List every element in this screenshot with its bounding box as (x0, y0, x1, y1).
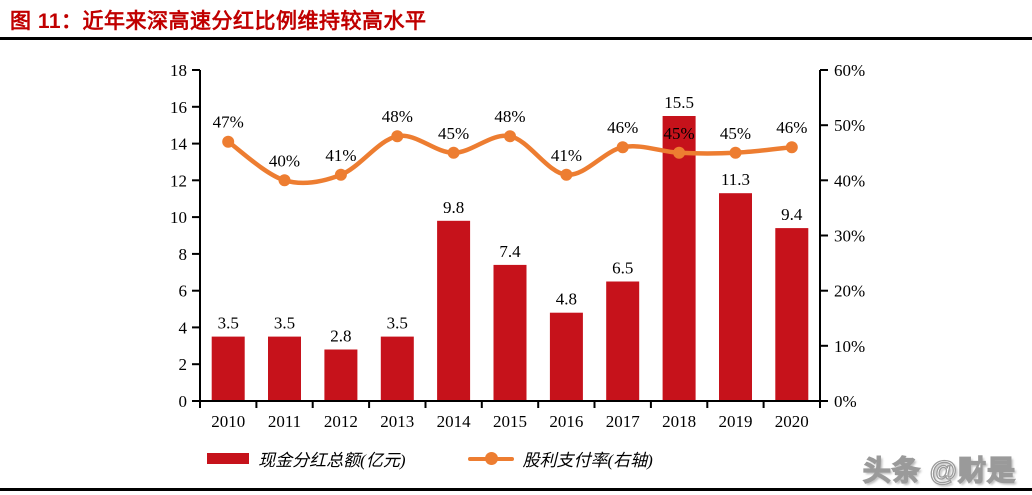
line-markers (222, 130, 798, 187)
marker-2016-icon (560, 168, 573, 181)
bar-2010 (211, 336, 245, 401)
svg-text:2010: 2010 (211, 412, 245, 431)
svg-text:9.8: 9.8 (443, 198, 464, 217)
bar-2017 (606, 281, 640, 401)
figure-title: 图 11：近年来深高速分红比例维持较高水平 (10, 10, 427, 33)
marker-2017-icon (616, 141, 629, 154)
line-swatch-marker-icon (484, 452, 498, 465)
bar-2018 (662, 116, 696, 401)
svg-text:18: 18 (170, 61, 187, 80)
line-value-labels: 47% 40% 41% 48% 45% 48% 41% 46% 45% 45% 46% (213, 107, 808, 170)
svg-text:0: 0 (179, 392, 188, 411)
svg-text:12: 12 (170, 171, 187, 190)
bar-2020 (775, 228, 809, 401)
axes (192, 69, 828, 408)
svg-text:2018: 2018 (662, 412, 696, 431)
svg-text:14: 14 (170, 135, 188, 154)
svg-text:48%: 48% (382, 107, 413, 126)
svg-text:40%: 40% (834, 171, 865, 190)
svg-text:20%: 20% (834, 282, 865, 301)
svg-text:3.5: 3.5 (274, 314, 295, 333)
legend-label-payout-ratio: 股利支付率(右轴) (522, 451, 653, 470)
legend-item-cash-dividend: 现金分红总额(亿元) (207, 446, 406, 471)
svg-text:2020: 2020 (775, 412, 809, 431)
svg-text:10%: 10% (834, 337, 865, 356)
svg-text:2019: 2019 (719, 412, 753, 431)
marker-2014-icon (447, 146, 460, 159)
svg-text:48%: 48% (494, 107, 525, 126)
right-axis-labels: 0% 10% 20% 30% 40% 50% 60% (834, 61, 865, 411)
svg-text:16: 16 (170, 98, 187, 117)
svg-text:4: 4 (179, 318, 188, 337)
svg-text:2011: 2011 (268, 412, 301, 431)
svg-text:30%: 30% (834, 227, 865, 246)
bar-value-labels: 3.5 3.5 2.8 3.5 9.8 7.4 4.8 6.5 15.5 11.3 9.4 (218, 93, 803, 346)
bar-series (211, 116, 809, 401)
payout-ratio-line (225, 133, 795, 186)
bar-2015 (493, 264, 527, 401)
bar-2019 (719, 193, 752, 401)
svg-text:2014: 2014 (437, 412, 472, 431)
watermark: 头条 @财是 (862, 454, 1016, 486)
svg-text:3.5: 3.5 (387, 314, 408, 333)
svg-text:47%: 47% (213, 113, 244, 132)
svg-text:4.8: 4.8 (556, 290, 577, 309)
svg-text:2015: 2015 (493, 412, 527, 431)
bar-2013 (380, 336, 414, 401)
bar-2011 (268, 336, 301, 401)
bar-2014 (437, 220, 471, 401)
bar-2016 (549, 312, 583, 401)
svg-text:41%: 41% (551, 146, 582, 165)
svg-text:2013: 2013 (380, 412, 414, 431)
svg-text:2.8: 2.8 (330, 327, 351, 346)
marker-2015-icon (504, 130, 516, 143)
bar-2012 (324, 349, 358, 401)
svg-text:41%: 41% (325, 146, 356, 165)
svg-text:7.4: 7.4 (499, 242, 521, 261)
svg-text:6: 6 (179, 282, 188, 301)
title-underline (0, 37, 1032, 40)
svg-text:11.3: 11.3 (721, 170, 750, 189)
marker-2012-icon (334, 168, 347, 181)
bar-series-swatch (207, 453, 250, 464)
svg-text:6.5: 6.5 (612, 259, 633, 278)
bottom-rule (0, 488, 1032, 491)
svg-text:50%: 50% (834, 116, 865, 135)
svg-text:60%: 60% (834, 61, 865, 80)
x-axis-labels: 2010 2011 2012 2013 2014 2015 2016 2017 2018 2019… (211, 412, 809, 431)
marker-2018-icon (673, 146, 686, 159)
svg-text:2: 2 (179, 355, 188, 374)
legend-label-cash-dividend: 现金分红总额(亿元) (258, 451, 406, 470)
marker-2011-icon (278, 174, 291, 187)
legend-item-payout-ratio: 股利支付率(右轴) (467, 446, 653, 471)
marker-2013-icon (391, 130, 404, 143)
svg-text:46%: 46% (776, 118, 807, 137)
svg-text:10: 10 (170, 208, 187, 227)
svg-text:9.4: 9.4 (781, 205, 803, 224)
svg-text:2017: 2017 (606, 412, 641, 431)
svg-text:46%: 46% (607, 118, 638, 137)
svg-text:2016: 2016 (549, 412, 583, 431)
left-axis-labels: 0 2 4 6 8 10 12 14 16 18 (170, 61, 188, 411)
svg-text:3.5: 3.5 (218, 314, 239, 333)
marker-2019-icon (729, 146, 742, 159)
chart-legend: 现金分红总额(亿元) 股利支付率(右轴) (0, 446, 860, 471)
svg-text:45%: 45% (664, 124, 695, 143)
svg-text:0%: 0% (834, 392, 857, 411)
marker-2020-icon (785, 141, 798, 154)
line-series-swatch (467, 452, 514, 465)
svg-text:45%: 45% (720, 124, 751, 143)
svg-text:15.5: 15.5 (664, 93, 694, 112)
marker-2010-icon (222, 135, 235, 148)
svg-text:40%: 40% (269, 151, 300, 170)
svg-text:2012: 2012 (324, 412, 358, 431)
svg-text:8: 8 (179, 245, 188, 264)
svg-text:45%: 45% (438, 124, 469, 143)
